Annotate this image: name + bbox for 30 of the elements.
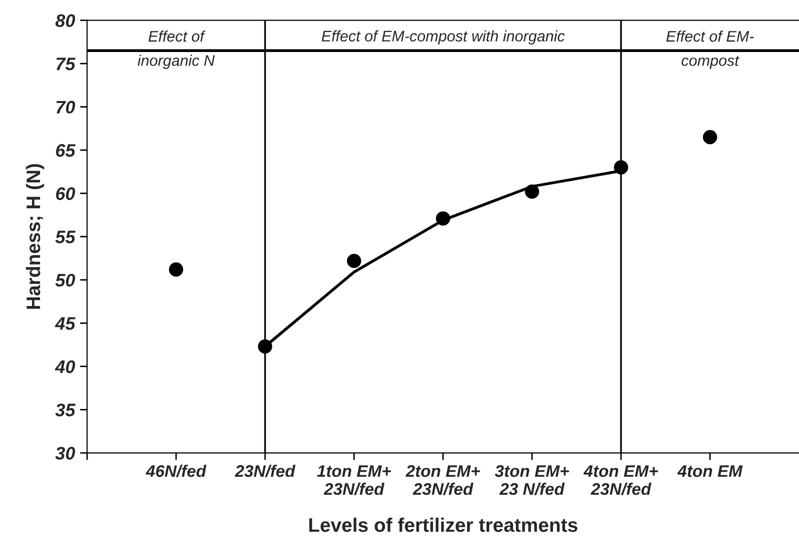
annotation: Effect of inorganic N <box>138 30 215 69</box>
y-tick-label: 65 <box>56 144 76 157</box>
point <box>168 262 184 277</box>
x-tick-label: 46N/fed <box>146 464 206 478</box>
y-tick-label: 40 <box>54 360 76 374</box>
point <box>702 130 718 144</box>
annotation: Effect of EM- compost <box>666 30 754 69</box>
x-tick-label: 1ton EM+ 23N/fed <box>317 465 391 496</box>
point <box>346 254 362 268</box>
x-axis-title: Levels of fertilizer treatments <box>309 518 578 532</box>
annotation: Effect of EM-compost with inorganic <box>322 30 565 45</box>
point <box>258 339 272 354</box>
y-tick-label: 60 <box>56 187 76 200</box>
x-tick-label: 4ton EM <box>677 465 743 477</box>
point <box>614 160 628 175</box>
x-tick-label: 3ton EM+ 23 N/fed <box>494 465 569 496</box>
y-axis-title: Hardness; H (N) <box>26 164 44 309</box>
point <box>436 211 450 226</box>
y-tick-label: 75 <box>56 58 76 70</box>
x-tick-label: 23N/fed <box>234 464 296 478</box>
y-tick-label: 70 <box>56 100 76 114</box>
y-tick-label: 45 <box>54 317 76 330</box>
y-tick-label: 35 <box>55 404 76 416</box>
y-tick-label: 50 <box>55 274 76 287</box>
y-tick-label: 30 <box>55 446 76 460</box>
y-tick-label: 80 <box>55 14 76 28</box>
x-tick-label: 4ton EM+ 23N/fed <box>583 465 658 496</box>
y-tick-label: 55 <box>55 230 76 244</box>
point <box>524 184 540 199</box>
x-tick-label: 2ton EM+ 23N/fed <box>406 465 480 496</box>
